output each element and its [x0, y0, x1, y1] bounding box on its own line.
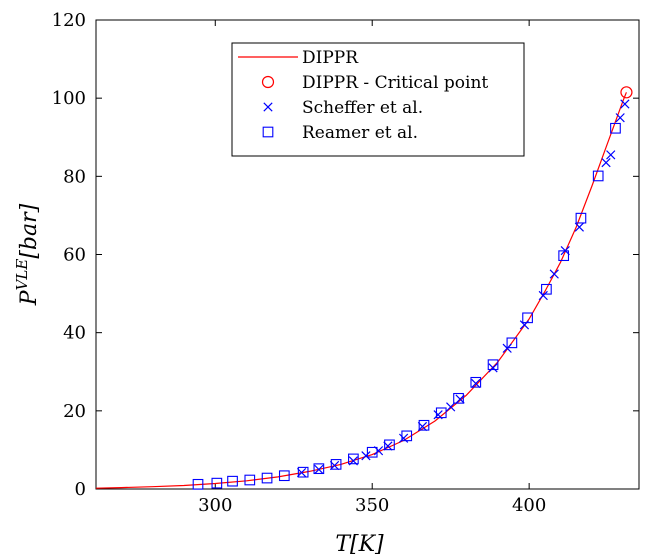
- reamer-point: [278, 470, 290, 482]
- reamer-point: [313, 463, 325, 475]
- scheffer-point: [620, 99, 630, 109]
- scheffer-point: [606, 150, 616, 160]
- scheffer-point: [488, 363, 498, 373]
- x-tick-label: 400: [512, 495, 546, 516]
- reamer-point: [348, 453, 359, 465]
- reamer-point: [401, 430, 413, 442]
- svg-text:T[K]: T[K]: [335, 532, 384, 555]
- reamer-point: [366, 446, 378, 458]
- scheffer-point: [601, 158, 611, 168]
- reamer-point: [297, 466, 309, 478]
- reamer-point: [470, 376, 482, 388]
- x-axis-label: T[K]: [335, 532, 384, 555]
- reamer-point: [435, 407, 447, 419]
- y-tick-label: 60: [63, 245, 86, 266]
- scheffer-point: [502, 343, 512, 353]
- legend-marker-swatch: [263, 102, 273, 112]
- reamer-point: [558, 250, 570, 262]
- y-axis-label: PVLE[bar]: [13, 203, 42, 306]
- legend-entry-label: Reamer et al.: [302, 123, 418, 143]
- ticks: 300 350 400 0 20 40 60 80 100 120: [52, 10, 639, 516]
- dippr-curve: [96, 92, 627, 489]
- legend-entry-label: DIPPR - Critical point: [302, 73, 488, 93]
- scheffer-point: [314, 464, 324, 475]
- reamer-point: [384, 439, 395, 451]
- reamer-point: [453, 392, 464, 404]
- reamer-point: [610, 122, 621, 134]
- scheffer-point: [519, 320, 530, 330]
- svg-text:PVLE[bar]: PVLE[bar]: [13, 203, 42, 306]
- y-tick-label: 100: [52, 88, 86, 109]
- reamer-point: [575, 212, 587, 224]
- critical-point-marker: [620, 86, 633, 99]
- chart-marks: [96, 86, 633, 490]
- y-tick-label: 20: [63, 401, 86, 422]
- y-tick-label: 120: [52, 10, 86, 31]
- y-tick-label: 80: [63, 166, 86, 187]
- scheffer-point: [615, 113, 625, 123]
- x-tick-label: 300: [198, 495, 232, 516]
- reamer-point: [192, 478, 204, 490]
- x-tick-label: 350: [355, 495, 389, 516]
- y-tick-label: 0: [75, 479, 86, 500]
- legend: DIPPR DIPPR - Critical point Scheffer et a…: [231, 42, 525, 157]
- reamer-point: [211, 477, 223, 489]
- reamer-point: [541, 283, 552, 295]
- reamer-point: [330, 459, 342, 470]
- reamer-point: [487, 359, 499, 371]
- legend-entry-label: DIPPR: [302, 48, 359, 68]
- reamer-point: [227, 475, 238, 487]
- legend-marker-swatch: [261, 75, 275, 89]
- scheffer-point: [549, 269, 559, 279]
- scheffer-point: [446, 402, 456, 412]
- scheffer-point: [471, 378, 481, 389]
- reamer-point: [244, 474, 256, 486]
- reamer-point: [592, 170, 604, 182]
- reamer-point: [418, 419, 430, 431]
- legend-marker-swatch: [262, 126, 274, 138]
- scheffer-point: [574, 222, 584, 232]
- scheffer-point: [538, 290, 548, 301]
- reamer-point: [261, 472, 273, 484]
- scheffer-point: [361, 451, 371, 461]
- y-tick-label: 40: [63, 323, 86, 344]
- legend-box: [231, 42, 525, 157]
- reamer-point: [522, 312, 533, 324]
- reamer-point: [506, 337, 518, 349]
- legend-entry-label: Scheffer et al.: [302, 98, 423, 118]
